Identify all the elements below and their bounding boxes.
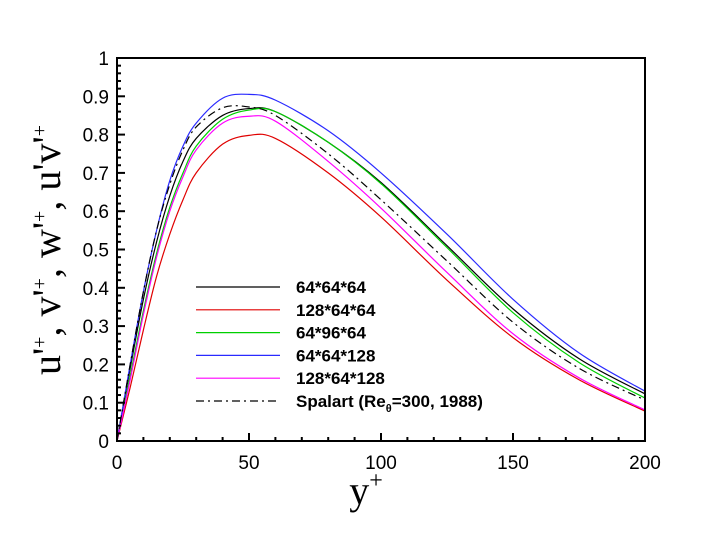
series-line-2 (116, 107, 646, 442)
series-line-5 (116, 105, 646, 442)
y-tick-label: 0 (98, 432, 109, 453)
legend-item: 64*96*64 (196, 324, 367, 343)
legend: 64*64*64 128*64*64 64*96*64 64*64*128 128*64… (196, 278, 483, 415)
legend-label: 64*96*64 (296, 324, 367, 343)
y-tick-label: 0.2 (83, 355, 109, 376)
ticks-layer: 0 0.1 0.2 0.3 0.4 0.5 0.6 0.7 0.8 0.9 1 0 50 100 150 20… (83, 49, 661, 474)
y-tick-label: 0.1 (83, 394, 109, 415)
y-tick-label: 0.7 (83, 164, 109, 185)
series-line-4 (116, 115, 646, 442)
legend-label: 128*64*128 (296, 369, 385, 388)
y-tick-label: 0.5 (83, 241, 109, 262)
series-line-0 (116, 107, 646, 442)
y-tick-label: 1 (98, 49, 109, 70)
x-tick-label: 100 (365, 453, 397, 474)
y-tick-label: 0.8 (83, 126, 109, 147)
y-tick-label: 0.4 (83, 279, 110, 300)
legend-item: 64*64*128 (196, 346, 375, 365)
legend-item: 64*64*64 (196, 278, 367, 297)
x-tick-label: 200 (629, 453, 661, 474)
y-tick-label: 0.3 (83, 317, 109, 338)
legend-item: 128*64*64 (196, 301, 376, 320)
legend-label: Spalart (Reθ=300, 1988) (296, 392, 483, 415)
legend-label: 64*64*128 (296, 346, 375, 365)
y-tick-label: 0.9 (83, 87, 109, 108)
legend-label: 64*64*64 (296, 278, 367, 297)
legend-label: 128*64*64 (296, 301, 376, 320)
legend-item: Spalart (Reθ=300, 1988) (196, 392, 483, 415)
x-tick-label: 0 (112, 453, 123, 474)
legend-item: 128*64*128 (196, 369, 385, 388)
series-layer (116, 93, 646, 442)
y-tick-label: 0.6 (83, 202, 109, 223)
x-axis-label: y+ (349, 468, 383, 513)
x-tick-label: 150 (497, 453, 529, 474)
y-axis-label: u'+, v'+, w'+, u'v'+ (24, 125, 69, 375)
x-tick-label: 50 (238, 453, 259, 474)
series-line-1 (116, 133, 646, 442)
